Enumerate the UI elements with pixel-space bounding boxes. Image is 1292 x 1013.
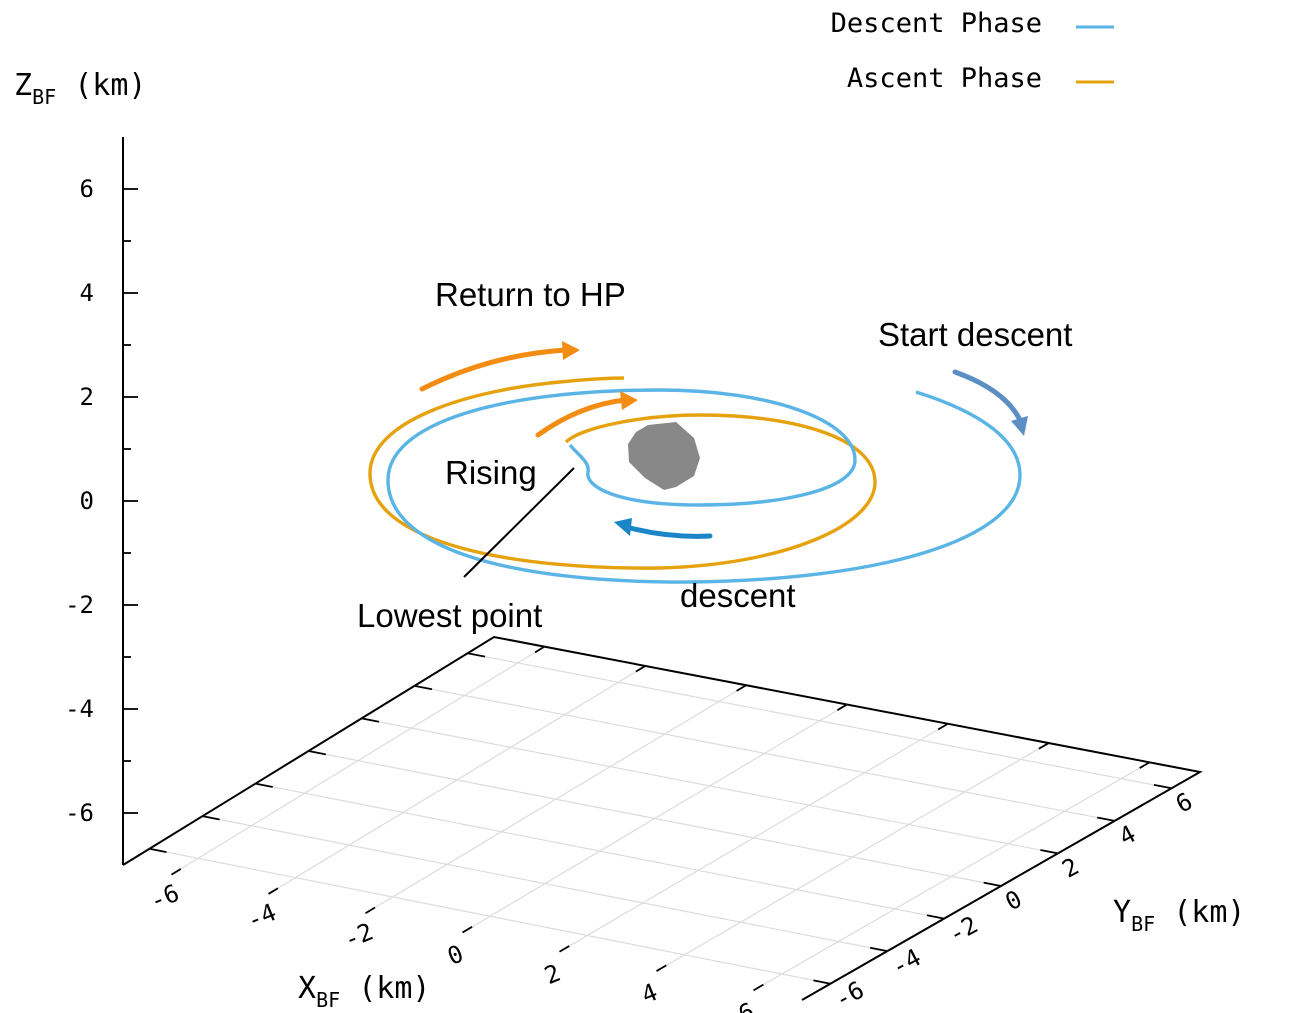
rising-arrow <box>535 397 628 438</box>
x-tick <box>736 684 747 692</box>
y-tick <box>149 847 167 853</box>
x-tick <box>656 964 667 972</box>
y-axis-title: YBF (km) <box>1113 895 1245 936</box>
x-tick <box>635 665 646 673</box>
floor-grid <box>149 646 1172 991</box>
y-tick <box>869 946 888 953</box>
x-axis: -6 -4 -2 0 2 4 6 XBF (km) <box>146 879 759 1013</box>
z-tick-label: 6 <box>80 175 94 203</box>
y-tick <box>361 717 380 723</box>
x-tick-label: -6 <box>146 879 183 916</box>
x-tick-label: 6 <box>735 997 759 1013</box>
descent-phase-line <box>386 388 1022 584</box>
y-tick <box>1153 784 1172 790</box>
descent-arrowhead <box>614 518 632 536</box>
grid-line-y <box>255 782 945 920</box>
x-tick <box>836 703 848 711</box>
y-tick <box>926 914 945 920</box>
z-tick-label: 2 <box>80 383 94 411</box>
grid-line-y <box>414 685 1115 822</box>
z-tick-label: 4 <box>80 279 94 307</box>
y-tick <box>414 684 433 691</box>
y-tick <box>308 750 326 756</box>
y-tick <box>255 782 273 788</box>
y-tick <box>983 881 1002 887</box>
y-tick <box>467 652 486 658</box>
y-tick-label: 2 <box>1058 852 1084 884</box>
x-tick <box>1038 742 1050 750</box>
y-tick <box>1040 849 1059 855</box>
legend-label-ascent: Ascent Phase <box>847 63 1042 94</box>
x-tick <box>171 868 182 876</box>
return-to-hp-arrow <box>419 347 568 392</box>
start-descent-arrowhead <box>1011 416 1028 436</box>
x-tick <box>1139 761 1151 769</box>
start-descent-arrow <box>952 369 1023 423</box>
grid-line-y <box>467 652 1172 789</box>
y-tick-label: 6 <box>1171 787 1197 819</box>
grid-line-y <box>361 717 1058 855</box>
x-tick <box>268 887 279 895</box>
ascent-phase-line <box>368 376 877 570</box>
x-tick <box>937 723 949 731</box>
lowest-point-leader <box>463 467 575 578</box>
y-tick-label: 0 <box>1001 885 1027 917</box>
asteroid-body <box>628 422 700 490</box>
z-tick-label: -4 <box>65 695 94 723</box>
rising-arrowhead <box>620 391 638 410</box>
x-tick <box>462 926 473 934</box>
x-tick <box>559 945 570 953</box>
x-tick-label: -2 <box>340 917 377 954</box>
descent-arrow <box>627 525 713 539</box>
annotation-lowest-point: Lowest point <box>357 597 542 634</box>
grid-line-y <box>308 750 1002 887</box>
x-tick-label: 2 <box>541 959 565 990</box>
x-tick-label: 0 <box>444 939 468 970</box>
y-tick-label: 4 <box>1114 820 1140 852</box>
z-tick-label: -6 <box>65 799 94 827</box>
z-tick-label: -2 <box>65 591 94 619</box>
y-tick <box>1097 816 1115 822</box>
return-to-hp-arrowhead <box>562 341 580 360</box>
z-tick-label: 0 <box>80 487 94 515</box>
annotation-arrows <box>419 341 1028 578</box>
x-tick-label: -4 <box>243 898 280 935</box>
annotation-rising: Rising <box>445 454 537 491</box>
x-tick <box>753 983 764 992</box>
annotations: Return to HP Start descent Rising descen… <box>357 276 1072 634</box>
x-tick <box>534 645 545 654</box>
z-axis-title: ZBF (km) <box>14 68 146 109</box>
y-tick <box>202 815 220 821</box>
floor-ticks <box>149 645 1172 992</box>
grid-line-y <box>202 815 888 952</box>
legend-label-descent: Descent Phase <box>831 8 1042 39</box>
z-axis: 6 4 2 0 -2 -4 -6 ZBF (km) <box>14 68 146 865</box>
trajectories <box>368 376 1022 584</box>
annotation-descent: descent <box>680 577 796 614</box>
y-tick <box>813 979 831 985</box>
floor-frame <box>122 635 1203 1001</box>
annotation-return-to-hp: Return to HP <box>435 276 626 313</box>
x-axis-title: XBF (km) <box>298 971 430 1012</box>
x-tick-label: 4 <box>638 978 662 1009</box>
floor-plane <box>122 635 1203 1001</box>
annotation-start-descent: Start descent <box>878 316 1072 353</box>
grid-line-y <box>149 848 831 985</box>
x-tick <box>365 906 376 914</box>
legend: Descent Phase Ascent Phase <box>831 8 1114 94</box>
